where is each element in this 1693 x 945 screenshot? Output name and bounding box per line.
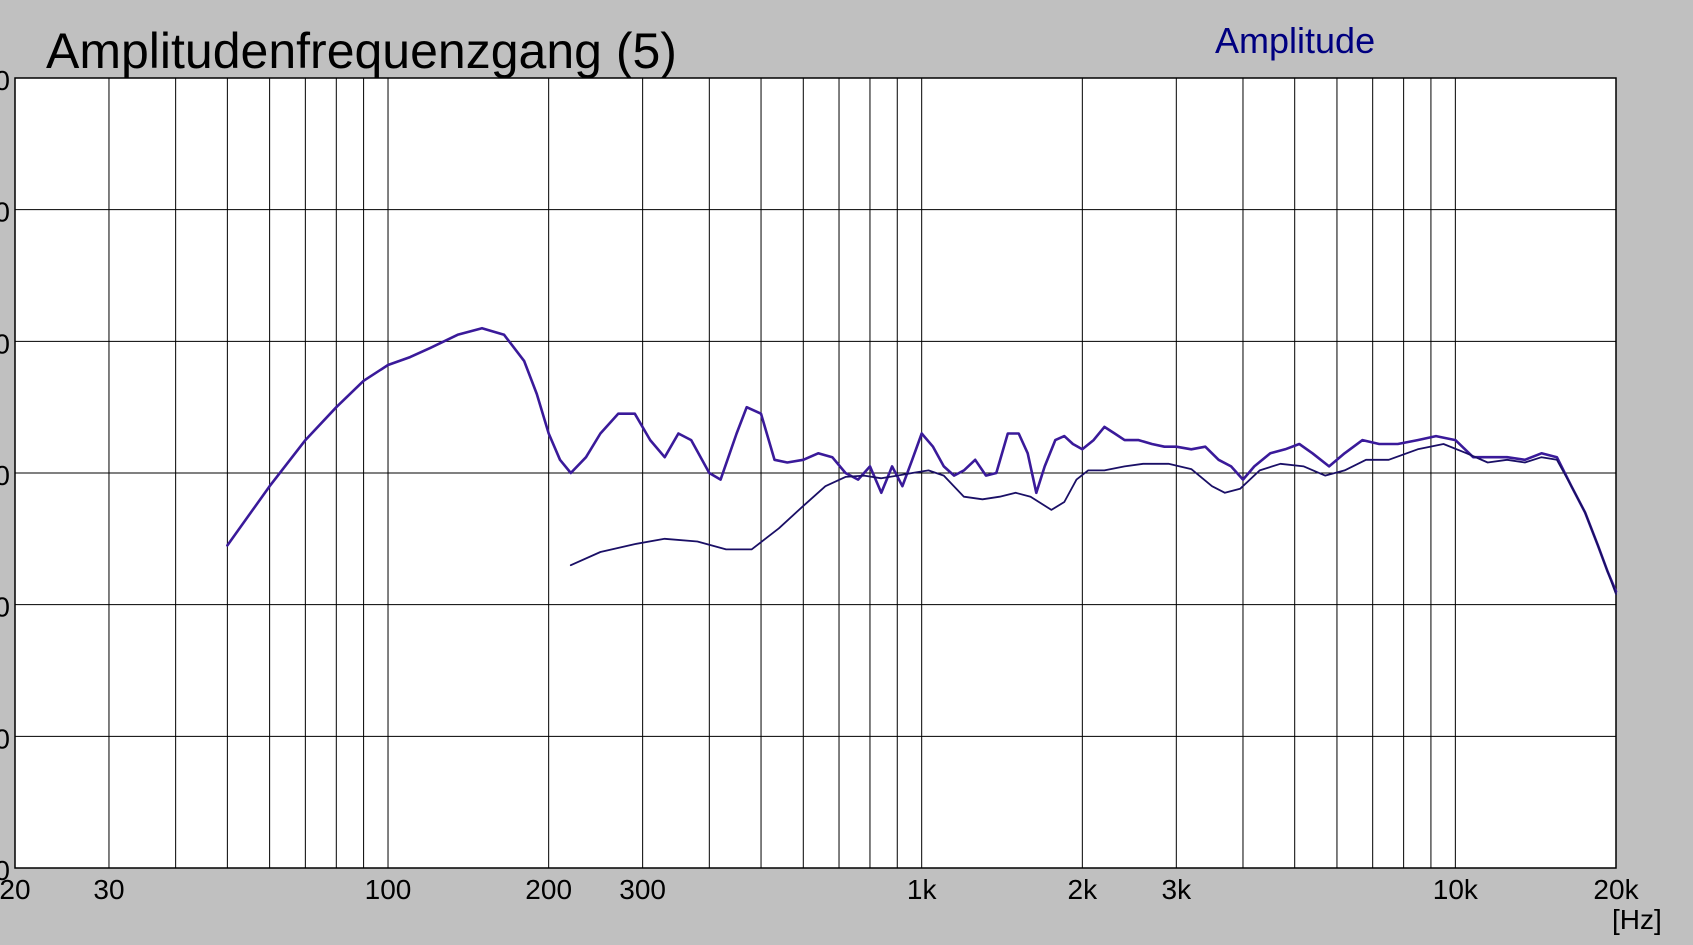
y-tick-label: 0: [0, 592, 10, 623]
y-tick-label: 0: [0, 460, 10, 491]
legend-entry-amplitude: Amplitude: [1215, 20, 1375, 61]
y-tick-label: 0: [0, 723, 10, 754]
y-tick-label: 0: [0, 328, 10, 359]
grid: [15, 78, 1616, 868]
series-lines: [226, 326, 1618, 595]
x-tick-label: 20: [0, 874, 31, 905]
x-tick-label: 100: [365, 874, 412, 905]
x-tick-label: 3k: [1162, 874, 1193, 905]
x-tick-label: 300: [619, 874, 666, 905]
x-tick-label: 10k: [1433, 874, 1479, 905]
x-axis-tick-labels: 20 30 100 200 300 1k 2k 3k 10k 20k: [0, 874, 1640, 905]
x-tick-label: 2k: [1068, 874, 1099, 905]
x-tick-label: 1k: [907, 874, 938, 905]
x-tick-label: 30: [93, 874, 124, 905]
x-tick-label: 20k: [1593, 874, 1639, 905]
y-tick-label: 0: [0, 855, 10, 886]
y-tick-label: 0: [0, 197, 10, 228]
series-line-secondary: [569, 443, 1617, 595]
x-axis-unit-label: [Hz]: [1612, 904, 1662, 935]
x-tick-label: 200: [525, 874, 572, 905]
y-tick-label: 0: [0, 65, 10, 96]
y-axis-tick-labels: 0 0 0 0 0 0 0: [0, 65, 10, 886]
series-line-amplitude: [226, 326, 1618, 593]
chart-title: Amplitudenfrequenzgang (5): [46, 23, 677, 79]
